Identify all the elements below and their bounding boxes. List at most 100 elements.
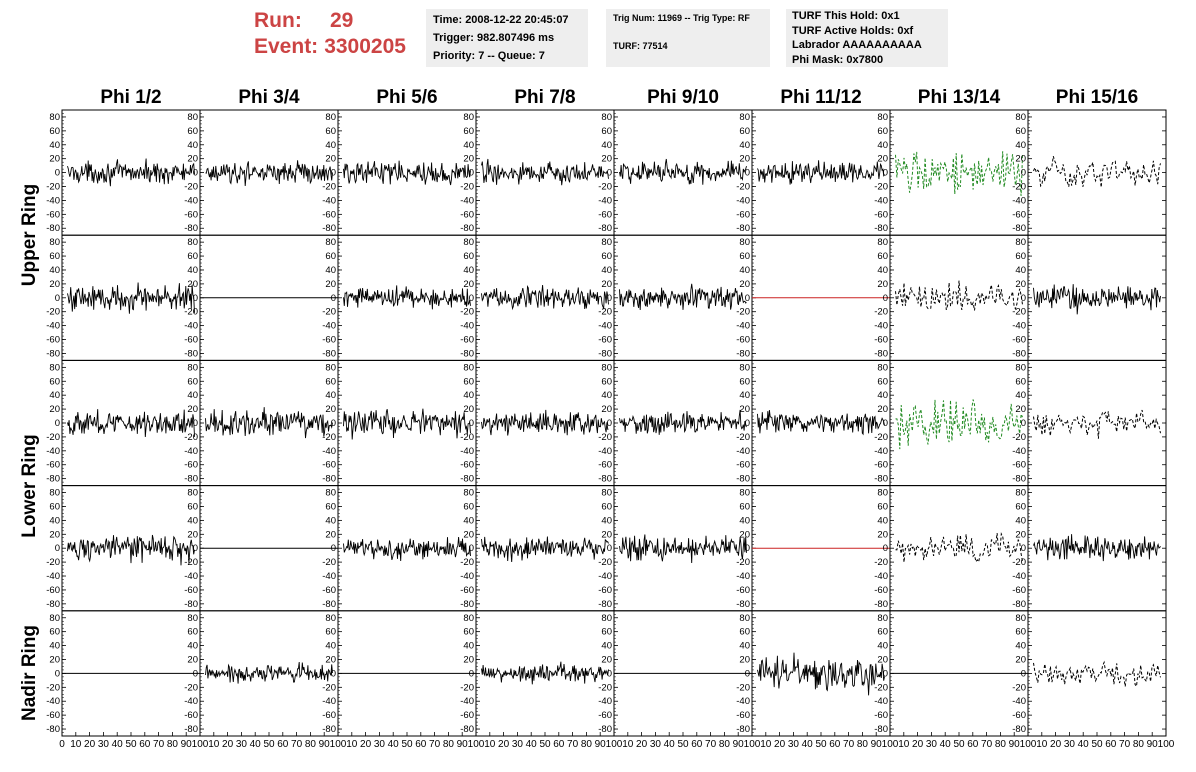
waveform-r0-c1 xyxy=(205,160,333,187)
x-tick-label-c5: 60 xyxy=(829,739,841,750)
y-tick-label-r4-c4: -60 xyxy=(598,710,612,721)
waveform-r4-c3 xyxy=(481,661,609,685)
x-tick-label-c2: 80 xyxy=(443,739,455,750)
priority-line: Priority: 7 -- Queue: 7 xyxy=(433,50,545,62)
y-tick-label-r4-c5: 80 xyxy=(739,613,750,624)
y-tick-label-r1-c4: 20 xyxy=(601,279,612,290)
y-tick-label-r2-c6: 0 xyxy=(883,418,888,429)
x-tick-label-c7: 40 xyxy=(1078,739,1090,750)
waveform-r3-c6 xyxy=(895,532,1023,564)
y-tick-label-r2-c4: 40 xyxy=(601,390,612,401)
y-tick-label-r3-c5: 0 xyxy=(745,543,750,554)
y-tick-label-r3-c5: -40 xyxy=(736,571,750,582)
x-tick-label-c4: 50 xyxy=(677,739,689,750)
y-tick-label-r4-c7: 20 xyxy=(1015,654,1026,665)
y-tick-label-r3-c4: -80 xyxy=(598,599,612,610)
y-tick-label-r0-c4: -20 xyxy=(598,182,612,193)
x-tick-label-c6: 100 xyxy=(1020,739,1037,750)
time-line: Time: 2008-12-22 20:45:07 xyxy=(433,14,569,26)
y-tick-label-r0-c2: -60 xyxy=(322,209,336,220)
y-tick-label-r0-c6: -80 xyxy=(874,223,888,234)
waveform-r1-c7 xyxy=(1033,284,1161,315)
y-tick-label-r1-c7: 0 xyxy=(1021,293,1026,304)
column-header-phi-3-4: Phi 3/4 xyxy=(238,87,300,108)
y-tick-label-r1-c5: 80 xyxy=(739,237,750,248)
y-tick-label-r4-c4: 60 xyxy=(601,627,612,638)
y-tick-label-r3-c3: -80 xyxy=(460,599,474,610)
y-tick-label-r2-c2: 0 xyxy=(331,418,336,429)
y-tick-label-r3-c6: -80 xyxy=(874,599,888,610)
x-tick-label-c5: 80 xyxy=(857,739,869,750)
waveform-r0-c6 xyxy=(895,151,1023,196)
y-tick-label-r1-c7: -80 xyxy=(1012,348,1026,359)
column-header-phi-5-6: Phi 5/6 xyxy=(376,87,438,108)
x-tick-label-c4: 40 xyxy=(664,739,676,750)
y-tick-label-r4-c5: 60 xyxy=(739,627,750,638)
x-tick-label-c7: 80 xyxy=(1133,739,1145,750)
y-tick-label-r0-c4: -80 xyxy=(598,223,612,234)
x-tick-label-c6: 20 xyxy=(912,739,924,750)
x-tick-label-c0: 50 xyxy=(125,739,137,750)
y-tick-label-r2-c7: 40 xyxy=(1015,390,1026,401)
x-tick-label-c0: 20 xyxy=(84,739,96,750)
y-tick-label-r4-c0: 60 xyxy=(49,627,60,638)
column-header-phi-11-12: Phi 11/12 xyxy=(780,87,862,108)
y-tick-label-r4-c6: -80 xyxy=(874,724,888,735)
waveform-r4-c7 xyxy=(1033,660,1161,688)
run-event-info: Run: 29 Event: 3300205 xyxy=(254,8,406,60)
y-tick-label-r2-c3: -40 xyxy=(460,446,474,457)
y-tick-label-r2-c3: -20 xyxy=(460,432,474,443)
y-tick-label-r0-c2: 40 xyxy=(325,140,336,151)
y-tick-label-r0-c5: 60 xyxy=(739,126,750,137)
y-tick-label-r4-c2: -60 xyxy=(322,710,336,721)
y-tick-label-r4-c0: -20 xyxy=(46,682,60,693)
y-tick-label-r4-c1: 40 xyxy=(187,641,198,652)
y-tick-label-r3-c6: -20 xyxy=(874,557,888,568)
y-tick-label-r2-c5: 80 xyxy=(739,362,750,373)
y-tick-label-r3-c7: 60 xyxy=(1015,501,1026,512)
y-tick-label-r2-c1: -80 xyxy=(184,474,198,485)
y-tick-label-r2-c5: 0 xyxy=(745,418,750,429)
y-tick-label-r4-c4: -20 xyxy=(598,682,612,693)
y-tick-label-r3-c4: -20 xyxy=(598,557,612,568)
y-tick-label-r2-c4: 60 xyxy=(601,376,612,387)
y-tick-label-r1-c6: 40 xyxy=(877,265,888,276)
y-tick-label-r2-c1: 80 xyxy=(187,362,198,373)
y-tick-label-r3-c3: 40 xyxy=(463,515,474,526)
waveform-r1-c4 xyxy=(619,283,747,311)
y-tick-label-r4-c7: -40 xyxy=(1012,696,1026,707)
y-tick-label-r1-c5: 20 xyxy=(739,279,750,290)
x-tick-label-c3: 80 xyxy=(581,739,593,750)
y-tick-label-r3-c1: 40 xyxy=(187,515,198,526)
x-tick-label-c3: 30 xyxy=(512,739,524,750)
y-tick-label-r2-c2: 80 xyxy=(325,362,336,373)
y-tick-label-r3-c2: -80 xyxy=(322,599,336,610)
y-tick-label-r3-c1: -60 xyxy=(184,585,198,596)
y-tick-label-r0-c5: -40 xyxy=(736,195,750,206)
y-tick-label-r0-c3: -40 xyxy=(460,195,474,206)
x-tick-label-c0: 40 xyxy=(112,739,124,750)
y-tick-label-r4-c2: 60 xyxy=(325,627,336,638)
y-tick-label-r4-c6: -20 xyxy=(874,682,888,693)
waveform-r2-c2 xyxy=(343,408,471,440)
y-tick-label-r0-c6: -40 xyxy=(874,195,888,206)
y-tick-label-r0-c6: -20 xyxy=(874,182,888,193)
x-tick-label-c3: 10 xyxy=(484,739,496,750)
y-tick-label-r0-c1: 40 xyxy=(187,140,198,151)
waveform-r1-c0 xyxy=(67,282,195,314)
x-tick-label-c0: 70 xyxy=(153,739,165,750)
panel-frame-r0-c7 xyxy=(1027,109,1167,236)
y-tick-label-r2-c0: -40 xyxy=(46,446,60,457)
y-tick-label-r1-c6: 80 xyxy=(877,237,888,248)
y-tick-label-r0-c0: 0 xyxy=(55,168,60,179)
x-tick-label-c2: 50 xyxy=(401,739,413,750)
y-tick-label-r1-c3: 20 xyxy=(463,279,474,290)
y-tick-label-r2-c2: -40 xyxy=(322,446,336,457)
y-tick-label-r0-c2: 20 xyxy=(325,154,336,165)
trigger-line: Trigger: 982.807496 ms xyxy=(433,32,555,44)
x-tick-label-c1: 30 xyxy=(236,739,248,750)
y-tick-label-r2-c0: 80 xyxy=(49,362,60,373)
x-tick-label-c1: 20 xyxy=(222,739,234,750)
y-tick-label-r1-c2: -60 xyxy=(322,335,336,346)
x-tick-label-c4: 30 xyxy=(650,739,662,750)
